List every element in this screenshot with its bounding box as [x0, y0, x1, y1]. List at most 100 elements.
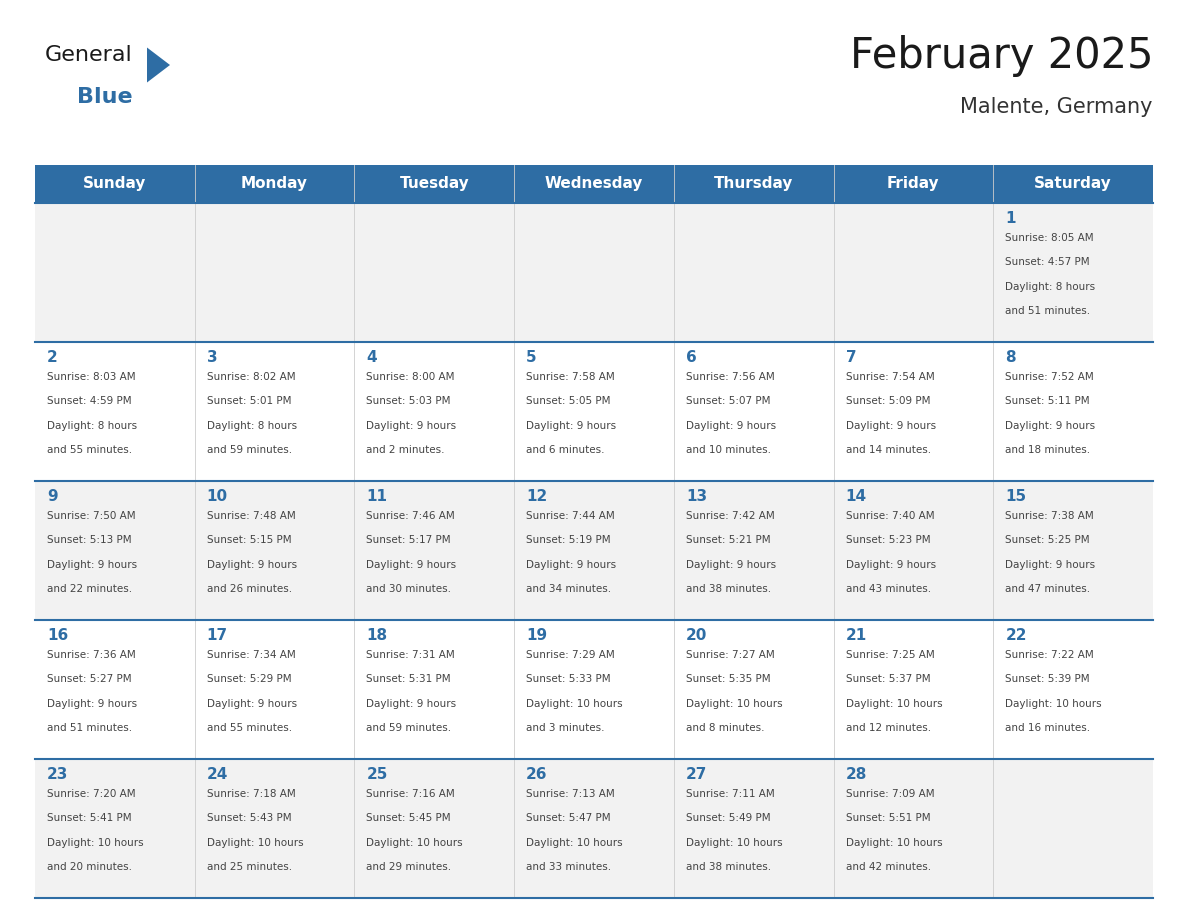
Text: Saturday: Saturday — [1035, 176, 1112, 192]
Text: Sunrise: 7:18 AM: Sunrise: 7:18 AM — [207, 789, 296, 799]
Text: Sunrise: 7:16 AM: Sunrise: 7:16 AM — [366, 789, 455, 799]
Text: 20: 20 — [685, 628, 707, 643]
Text: Sunset: 5:13 PM: Sunset: 5:13 PM — [48, 535, 132, 545]
Text: 24: 24 — [207, 767, 228, 782]
Text: Friday: Friday — [887, 176, 940, 192]
Text: and 51 minutes.: and 51 minutes. — [48, 723, 132, 733]
Text: and 8 minutes.: and 8 minutes. — [685, 723, 764, 733]
Text: 3: 3 — [207, 350, 217, 365]
Text: 14: 14 — [846, 489, 867, 504]
Text: Daylight: 9 hours: Daylight: 9 hours — [526, 420, 617, 431]
Text: Sunday: Sunday — [83, 176, 146, 192]
Text: Sunrise: 7:25 AM: Sunrise: 7:25 AM — [846, 650, 934, 660]
Text: and 42 minutes.: and 42 minutes. — [846, 862, 930, 872]
Text: Sunrise: 7:54 AM: Sunrise: 7:54 AM — [846, 372, 934, 382]
Text: Daylight: 9 hours: Daylight: 9 hours — [846, 560, 936, 570]
Text: 25: 25 — [366, 767, 387, 782]
Text: and 59 minutes.: and 59 minutes. — [207, 445, 292, 455]
Text: and 30 minutes.: and 30 minutes. — [366, 584, 451, 594]
Text: and 10 minutes.: and 10 minutes. — [685, 445, 771, 455]
Text: Daylight: 9 hours: Daylight: 9 hours — [1005, 560, 1095, 570]
Text: 17: 17 — [207, 628, 228, 643]
Text: Sunset: 4:59 PM: Sunset: 4:59 PM — [48, 397, 132, 407]
Text: Daylight: 10 hours: Daylight: 10 hours — [48, 837, 144, 847]
Text: and 26 minutes.: and 26 minutes. — [207, 584, 292, 594]
Text: Sunrise: 7:36 AM: Sunrise: 7:36 AM — [48, 650, 135, 660]
Text: 5: 5 — [526, 350, 537, 365]
Text: 21: 21 — [846, 628, 867, 643]
Text: Sunset: 5:35 PM: Sunset: 5:35 PM — [685, 675, 771, 684]
Text: Daylight: 8 hours: Daylight: 8 hours — [48, 420, 137, 431]
Text: 1: 1 — [1005, 211, 1016, 226]
Text: Sunset: 5:11 PM: Sunset: 5:11 PM — [1005, 397, 1089, 407]
Text: Sunrise: 7:42 AM: Sunrise: 7:42 AM — [685, 511, 775, 521]
Bar — [34, 620, 1154, 759]
Text: Sunset: 5:49 PM: Sunset: 5:49 PM — [685, 813, 771, 823]
Text: Sunset: 5:29 PM: Sunset: 5:29 PM — [207, 675, 291, 684]
Text: 27: 27 — [685, 767, 707, 782]
Text: Daylight: 10 hours: Daylight: 10 hours — [366, 837, 463, 847]
Text: Sunset: 5:17 PM: Sunset: 5:17 PM — [366, 535, 451, 545]
Text: Blue: Blue — [77, 87, 133, 107]
Text: and 51 minutes.: and 51 minutes. — [1005, 306, 1091, 316]
Text: Sunrise: 7:52 AM: Sunrise: 7:52 AM — [1005, 372, 1094, 382]
Text: Daylight: 9 hours: Daylight: 9 hours — [526, 560, 617, 570]
Text: Daylight: 9 hours: Daylight: 9 hours — [685, 420, 776, 431]
Text: Sunset: 5:39 PM: Sunset: 5:39 PM — [1005, 675, 1089, 684]
Text: Daylight: 9 hours: Daylight: 9 hours — [207, 699, 297, 709]
Text: Daylight: 9 hours: Daylight: 9 hours — [366, 420, 456, 431]
Text: and 38 minutes.: and 38 minutes. — [685, 862, 771, 872]
Text: and 12 minutes.: and 12 minutes. — [846, 723, 930, 733]
Text: Sunrise: 8:05 AM: Sunrise: 8:05 AM — [1005, 233, 1094, 243]
Text: and 2 minutes.: and 2 minutes. — [366, 445, 446, 455]
Bar — [34, 481, 1154, 620]
Text: and 29 minutes.: and 29 minutes. — [366, 862, 451, 872]
Text: Sunset: 4:57 PM: Sunset: 4:57 PM — [1005, 257, 1089, 267]
Text: Sunrise: 7:58 AM: Sunrise: 7:58 AM — [526, 372, 615, 382]
Text: and 18 minutes.: and 18 minutes. — [1005, 445, 1091, 455]
Text: Monday: Monday — [241, 176, 308, 192]
Text: Sunset: 5:09 PM: Sunset: 5:09 PM — [846, 397, 930, 407]
Text: Malente, Germany: Malente, Germany — [961, 97, 1154, 117]
Text: and 55 minutes.: and 55 minutes. — [48, 445, 132, 455]
Text: and 33 minutes.: and 33 minutes. — [526, 862, 612, 872]
Text: Sunset: 5:33 PM: Sunset: 5:33 PM — [526, 675, 611, 684]
Text: Sunset: 5:45 PM: Sunset: 5:45 PM — [366, 813, 451, 823]
Text: 12: 12 — [526, 489, 548, 504]
Text: Daylight: 9 hours: Daylight: 9 hours — [366, 560, 456, 570]
Text: 23: 23 — [48, 767, 69, 782]
Text: Sunset: 5:43 PM: Sunset: 5:43 PM — [207, 813, 291, 823]
Text: and 59 minutes.: and 59 minutes. — [366, 723, 451, 733]
Text: 28: 28 — [846, 767, 867, 782]
Text: 8: 8 — [1005, 350, 1016, 365]
Text: 6: 6 — [685, 350, 696, 365]
Text: 7: 7 — [846, 350, 857, 365]
Text: 10: 10 — [207, 489, 228, 504]
Text: Daylight: 10 hours: Daylight: 10 hours — [1005, 699, 1102, 709]
Text: and 43 minutes.: and 43 minutes. — [846, 584, 930, 594]
Text: Sunrise: 7:31 AM: Sunrise: 7:31 AM — [366, 650, 455, 660]
Text: Sunset: 5:07 PM: Sunset: 5:07 PM — [685, 397, 770, 407]
Text: 2: 2 — [48, 350, 58, 365]
Text: Sunrise: 7:48 AM: Sunrise: 7:48 AM — [207, 511, 296, 521]
Text: Sunset: 5:19 PM: Sunset: 5:19 PM — [526, 535, 611, 545]
Text: Daylight: 9 hours: Daylight: 9 hours — [48, 560, 137, 570]
Text: and 16 minutes.: and 16 minutes. — [1005, 723, 1091, 733]
Text: Sunset: 5:31 PM: Sunset: 5:31 PM — [366, 675, 451, 684]
Text: 9: 9 — [48, 489, 58, 504]
Text: Daylight: 8 hours: Daylight: 8 hours — [1005, 282, 1095, 292]
Text: Sunrise: 7:09 AM: Sunrise: 7:09 AM — [846, 789, 934, 799]
Text: Daylight: 9 hours: Daylight: 9 hours — [846, 420, 936, 431]
Bar — [34, 342, 1154, 481]
Text: and 6 minutes.: and 6 minutes. — [526, 445, 605, 455]
Text: 22: 22 — [1005, 628, 1026, 643]
Text: Daylight: 10 hours: Daylight: 10 hours — [846, 837, 942, 847]
Text: 4: 4 — [366, 350, 377, 365]
Text: Sunset: 5:27 PM: Sunset: 5:27 PM — [48, 675, 132, 684]
Text: 26: 26 — [526, 767, 548, 782]
Text: and 3 minutes.: and 3 minutes. — [526, 723, 605, 733]
Text: Sunrise: 8:03 AM: Sunrise: 8:03 AM — [48, 372, 135, 382]
Text: 15: 15 — [1005, 489, 1026, 504]
Text: Sunrise: 7:40 AM: Sunrise: 7:40 AM — [846, 511, 934, 521]
Text: Daylight: 10 hours: Daylight: 10 hours — [526, 837, 623, 847]
